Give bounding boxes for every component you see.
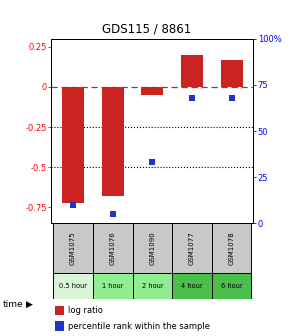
- Text: 4 hour: 4 hour: [181, 283, 203, 289]
- Bar: [62, 87, 84, 203]
- Text: percentile rank within the sample: percentile rank within the sample: [69, 322, 210, 331]
- Bar: [55, 321, 64, 331]
- Bar: [132, 223, 172, 273]
- Text: GSM1076: GSM1076: [110, 231, 116, 265]
- Bar: [93, 273, 132, 299]
- Text: log ratio: log ratio: [69, 306, 103, 315]
- Text: ▶: ▶: [26, 300, 33, 308]
- Bar: [221, 59, 243, 87]
- Bar: [172, 273, 212, 299]
- Point: [110, 212, 115, 217]
- Bar: [93, 223, 132, 273]
- Bar: [172, 223, 212, 273]
- Bar: [212, 273, 251, 299]
- Text: GSM1075: GSM1075: [70, 231, 76, 265]
- Text: GSM1090: GSM1090: [149, 231, 155, 265]
- Bar: [212, 223, 251, 273]
- Point: [229, 95, 234, 100]
- Text: GSM1077: GSM1077: [189, 231, 195, 265]
- Text: time: time: [3, 300, 23, 308]
- Bar: [132, 273, 172, 299]
- Bar: [142, 87, 163, 95]
- Point: [150, 160, 155, 165]
- Bar: [53, 223, 93, 273]
- Text: 0.5 hour: 0.5 hour: [59, 283, 87, 289]
- Text: GDS115 / 8861: GDS115 / 8861: [102, 22, 191, 35]
- Bar: [55, 305, 64, 315]
- Point: [190, 95, 194, 100]
- Text: 6 hour: 6 hour: [221, 283, 242, 289]
- Bar: [181, 55, 203, 87]
- Bar: [102, 87, 124, 196]
- Text: 1 hour: 1 hour: [102, 283, 123, 289]
- Text: GSM1078: GSM1078: [229, 231, 235, 265]
- Bar: [53, 273, 93, 299]
- Text: 2 hour: 2 hour: [142, 283, 163, 289]
- Point: [71, 202, 75, 208]
